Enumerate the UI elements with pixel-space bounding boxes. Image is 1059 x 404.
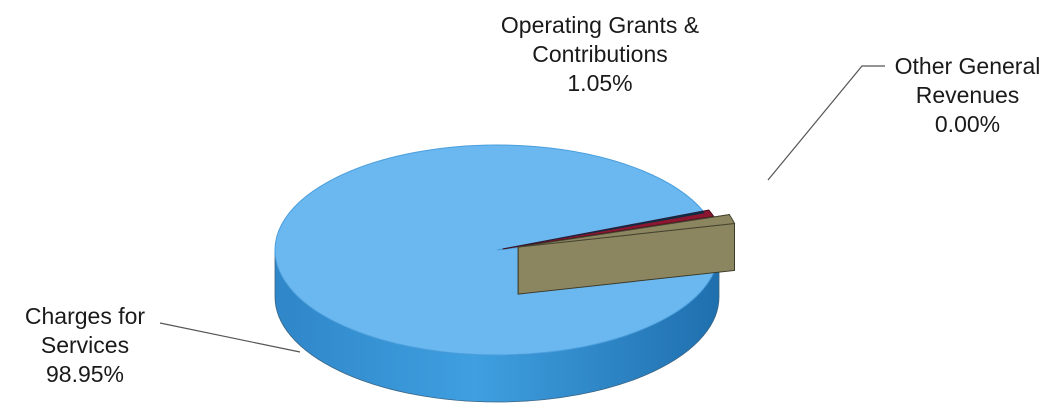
slice-label-other-general-revenues: Other General Revenues 0.00% xyxy=(870,52,1059,139)
slice-label-line: Charges for xyxy=(24,303,146,329)
slice-label-charges-for-services: Charges for Services 98.95% xyxy=(0,302,170,389)
leader-line-other-general-revenues xyxy=(767,65,885,181)
slice-label-line: Other General xyxy=(894,53,1041,79)
leader-line-charges-for-services xyxy=(159,322,301,353)
slice-label-line: Revenues xyxy=(915,82,1020,108)
slice-label-line: Operating Grants & xyxy=(500,12,700,38)
slice-charges-for-services xyxy=(274,144,720,403)
slice-label-line: Services xyxy=(40,332,130,358)
slice-value-label: 98.95% xyxy=(45,361,124,387)
slice-top xyxy=(518,214,736,248)
slice-other-general-revenues xyxy=(517,214,736,295)
slice-value-label: 1.05% xyxy=(567,70,633,96)
slice-top xyxy=(274,144,720,356)
slice-separator xyxy=(497,211,705,250)
slice-label-line: Contributions xyxy=(532,41,668,67)
slice-value-label: 0.00% xyxy=(934,111,1001,137)
slice-label-operating-grants: Operating Grants & Contributions 1.05% xyxy=(470,11,730,98)
